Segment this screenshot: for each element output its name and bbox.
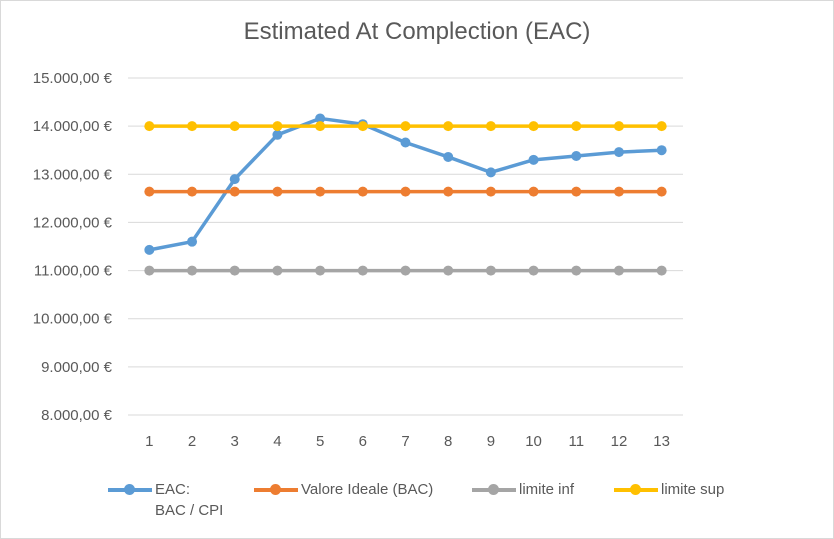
- data-point-2: [357, 265, 368, 276]
- data-point-1: [443, 186, 454, 197]
- data-point-1: [187, 186, 198, 197]
- data-point-2: [400, 265, 411, 276]
- data-point-2: [144, 265, 155, 276]
- data-point-1: [528, 186, 539, 197]
- x-tick-label: 4: [273, 433, 281, 450]
- legend-item-valore-ideale: Valore Ideale (BAC): [254, 479, 433, 500]
- x-tick-label: 12: [611, 433, 628, 450]
- data-point-3: [443, 121, 454, 132]
- data-point-3: [229, 121, 240, 132]
- data-point-1: [229, 186, 240, 197]
- x-tick-label: 11: [568, 433, 584, 450]
- data-point-3: [485, 121, 496, 132]
- y-tick-label: 13.000,00 €: [33, 166, 113, 183]
- data-point-0: [613, 147, 624, 158]
- data-point-3: [656, 121, 667, 132]
- legend-swatch-eac: [108, 479, 152, 499]
- x-tick-label: 1: [145, 433, 153, 450]
- data-point-0: [656, 145, 667, 156]
- x-tick-label: 8: [444, 433, 452, 450]
- data-point-2: [613, 265, 624, 276]
- data-point-0: [571, 150, 582, 161]
- data-point-2: [443, 265, 454, 276]
- data-point-0: [144, 244, 155, 255]
- legend-item-eac: EAC: BAC / CPI: [108, 479, 223, 521]
- data-point-1: [656, 186, 667, 197]
- y-tick-label: 8.000,00 €: [41, 407, 113, 424]
- x-tick-label: 6: [359, 433, 367, 450]
- data-point-0: [272, 129, 283, 140]
- y-tick-label: 12.000,00 €: [33, 214, 113, 231]
- data-point-2: [656, 265, 667, 276]
- x-tick-label: 7: [401, 433, 409, 450]
- data-point-0: [229, 174, 240, 185]
- data-point-3: [315, 121, 326, 132]
- data-point-0: [528, 154, 539, 165]
- legend: EAC: BAC / CPI Valore Ideale (BAC) limit…: [108, 479, 808, 529]
- x-tick-label: 3: [231, 433, 239, 450]
- data-point-2: [485, 265, 496, 276]
- data-point-3: [357, 121, 368, 132]
- y-tick-label: 9.000,00 €: [41, 359, 113, 376]
- data-point-3: [144, 121, 155, 132]
- data-point-3: [187, 121, 198, 132]
- data-point-0: [315, 113, 326, 124]
- legend-swatch-limite-sup: [614, 479, 658, 499]
- data-point-1: [400, 186, 411, 197]
- data-point-2: [528, 265, 539, 276]
- data-point-1: [272, 186, 283, 197]
- data-point-1: [613, 186, 624, 197]
- legend-label-limite-sup: limite sup: [661, 481, 725, 498]
- y-tick-label: 15.000,00 €: [33, 70, 113, 87]
- x-tick-label: 2: [188, 433, 196, 450]
- x-tick-label: 10: [525, 433, 542, 450]
- data-point-2: [272, 265, 283, 276]
- legend-item-limite-inf: limite inf: [472, 479, 574, 500]
- legend-swatch-limite-inf: [472, 479, 516, 499]
- data-point-0: [187, 236, 198, 247]
- data-point-0: [443, 151, 454, 162]
- legend-item-limite-sup: limite sup: [614, 479, 724, 500]
- data-point-2: [315, 265, 326, 276]
- legend-swatch-valore-ideale: [254, 479, 298, 499]
- data-point-2: [187, 265, 198, 276]
- data-point-0: [400, 137, 411, 148]
- legend-label-limite-inf: limite inf: [519, 481, 575, 498]
- data-point-1: [485, 186, 496, 197]
- data-point-1: [144, 186, 155, 197]
- data-point-1: [315, 186, 326, 197]
- y-tick-label: 11.000,00 €: [34, 263, 113, 280]
- x-tick-label: 9: [487, 433, 495, 450]
- chart-title: Estimated At Complection (EAC): [243, 18, 591, 45]
- legend-label-valore-ideale: Valore Ideale (BAC): [301, 481, 434, 498]
- data-point-2: [571, 265, 582, 276]
- data-point-3: [272, 121, 283, 132]
- x-tick-label: 5: [316, 433, 324, 450]
- data-point-3: [571, 121, 582, 132]
- data-point-0: [485, 167, 496, 178]
- legend-label-eac: EAC: BAC / CPI: [155, 481, 224, 519]
- y-tick-label: 14.000,00 €: [33, 118, 113, 135]
- data-point-1: [357, 186, 368, 197]
- x-tick-label: 13: [653, 433, 670, 450]
- data-point-1: [571, 186, 582, 197]
- data-point-3: [528, 121, 539, 132]
- data-point-3: [400, 121, 411, 132]
- data-point-2: [229, 265, 240, 276]
- y-tick-label: 10.000,00 €: [33, 311, 113, 328]
- data-point-3: [613, 121, 624, 132]
